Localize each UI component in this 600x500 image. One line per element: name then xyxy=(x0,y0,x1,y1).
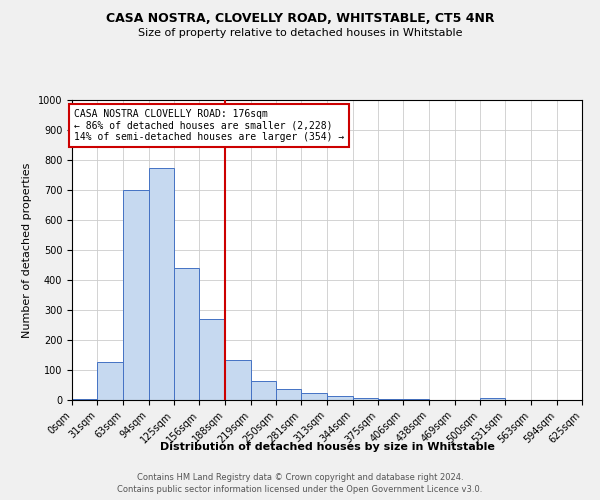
Y-axis label: Number of detached properties: Number of detached properties xyxy=(22,162,32,338)
Text: CASA NOSTRA, CLOVELLY ROAD, WHITSTABLE, CT5 4NR: CASA NOSTRA, CLOVELLY ROAD, WHITSTABLE, … xyxy=(106,12,494,26)
Bar xyxy=(328,396,353,400)
Bar xyxy=(124,190,149,400)
Bar xyxy=(199,319,226,400)
Bar xyxy=(174,268,199,400)
Bar xyxy=(378,398,403,400)
Bar xyxy=(403,399,430,400)
Bar xyxy=(97,362,124,400)
Bar xyxy=(480,398,505,400)
Bar xyxy=(301,392,328,400)
Text: Size of property relative to detached houses in Whitstable: Size of property relative to detached ho… xyxy=(138,28,462,38)
Bar xyxy=(251,380,276,400)
Bar xyxy=(149,168,174,400)
Bar xyxy=(353,398,378,400)
Text: CASA NOSTRA CLOVELLY ROAD: 176sqm
← 86% of detached houses are smaller (2,228)
1: CASA NOSTRA CLOVELLY ROAD: 176sqm ← 86% … xyxy=(74,109,344,142)
Text: Contains public sector information licensed under the Open Government Licence v3: Contains public sector information licen… xyxy=(118,485,482,494)
Bar xyxy=(276,388,301,400)
Text: Contains HM Land Registry data © Crown copyright and database right 2024.: Contains HM Land Registry data © Crown c… xyxy=(137,472,463,482)
Bar xyxy=(72,398,97,400)
Text: Distribution of detached houses by size in Whitstable: Distribution of detached houses by size … xyxy=(160,442,494,452)
Bar xyxy=(226,360,251,400)
